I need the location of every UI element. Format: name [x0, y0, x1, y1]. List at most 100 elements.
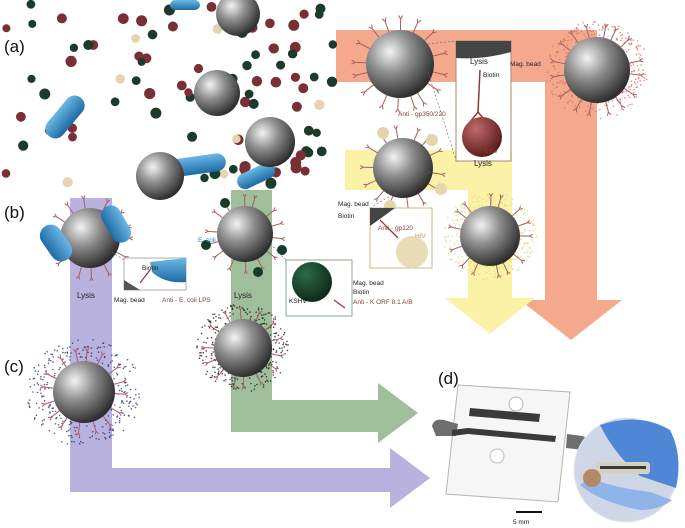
bacterium [101, 205, 131, 243]
particle [150, 107, 162, 119]
particle [200, 173, 209, 183]
particle [300, 166, 310, 176]
particle [309, 72, 319, 82]
antibody-label: Anti - gp350/220 [398, 111, 446, 118]
particle [110, 97, 120, 107]
ebv-inset: Biotin Mag. bead Anti - gp350/220 EBV [398, 40, 541, 162]
particle [298, 83, 309, 94]
bacterium [45, 95, 85, 139]
magnetic-bead [194, 70, 240, 116]
hiv-bead [359, 125, 447, 212]
virus-label: KSHV [289, 298, 307, 305]
lysis-label: Lysis [470, 57, 488, 66]
device-photo [573, 417, 679, 523]
particle [167, 21, 178, 32]
bacterium [237, 162, 275, 190]
particle [265, 177, 277, 189]
magnetic-bead [216, 0, 260, 36]
biotin-label: Biotin [353, 289, 370, 296]
particle [242, 60, 252, 71]
lysis-label: Lysis [77, 291, 95, 300]
antibody-label: Anti - K ORF 8.1 A/B [353, 299, 413, 306]
particle [144, 88, 156, 100]
kshv-inset: KSHV Mag. bead Biotin Anti - K ORF 8.1 A… [264, 237, 413, 317]
particle [184, 88, 193, 97]
particle [39, 88, 51, 100]
particle [27, 74, 36, 83]
particle [2, 24, 11, 33]
particle [28, 19, 37, 28]
bacterium [170, 0, 200, 10]
particle [136, 15, 148, 27]
hiv-inset: Mag. bead Biotin Anti - gp120 HIV [338, 171, 433, 269]
ecoli-inset: Biotin E. coli Mag. bead Anti - E. coli … [111, 237, 216, 304]
magnetic-bead [245, 117, 295, 167]
particle [147, 29, 158, 40]
bead-label: Mag. bead [510, 61, 541, 68]
particle [193, 63, 204, 74]
particle [251, 50, 260, 60]
particle [131, 34, 141, 43]
particle [137, 57, 146, 66]
ecoli-bead [39, 195, 134, 282]
panel-label-c: (c) [4, 357, 24, 376]
magnetic-bead [136, 152, 184, 200]
bead-label: Mag. bead [338, 201, 369, 208]
particle [316, 146, 327, 157]
scale-bar: 5 mm [513, 511, 542, 526]
ebv-bead [351, 15, 448, 113]
particle [314, 99, 325, 111]
scale-label: 5 mm [513, 519, 529, 526]
particle [303, 125, 314, 136]
lysis-label: Lysis [474, 159, 492, 168]
particle [219, 169, 229, 179]
particle-mixture [0, 0, 338, 200]
particle [62, 177, 73, 188]
particle [287, 49, 298, 59]
particle [65, 55, 77, 67]
particle [265, 18, 275, 29]
particle [187, 131, 198, 142]
bead-label: Mag. bead [114, 297, 145, 304]
particle [251, 76, 263, 87]
biotin-label: Biotin [142, 265, 159, 272]
particle [16, 111, 26, 122]
particle [56, 13, 67, 24]
bacterium [170, 153, 226, 177]
particle [312, 128, 321, 137]
ecoli-bead-lysed [27, 339, 140, 445]
panel-label-a: (a) [4, 37, 25, 56]
particle [295, 150, 306, 161]
particle [290, 72, 300, 82]
particle [115, 74, 125, 84]
biotin-label: Biotin [483, 72, 500, 79]
particle [248, 98, 259, 109]
biotin-label: Biotin [338, 213, 355, 220]
particle [26, 0, 36, 9]
particle [244, 89, 254, 99]
particle [229, 164, 238, 174]
hiv-arrow [345, 150, 535, 334]
particle [288, 19, 300, 31]
particle [68, 132, 77, 142]
particle [69, 43, 79, 52]
lysis-label: Lysis [234, 291, 252, 300]
particle [232, 134, 241, 144]
sample-particles [1, 0, 338, 189]
particle [276, 60, 286, 70]
particle [131, 76, 141, 85]
virus-label: HIV [415, 233, 427, 240]
particle [117, 13, 129, 24]
particle [270, 76, 282, 88]
particle [1, 169, 11, 178]
microfluidic-chip [432, 384, 589, 503]
particle [326, 76, 338, 88]
virus-label: EBV [485, 148, 499, 155]
ebv-bead-lysed [545, 21, 648, 120]
particle [314, 10, 324, 19]
bead-label: Mag. bead [353, 280, 384, 287]
particle [328, 40, 337, 49]
particle [268, 44, 277, 53]
bacterium [39, 224, 73, 262]
